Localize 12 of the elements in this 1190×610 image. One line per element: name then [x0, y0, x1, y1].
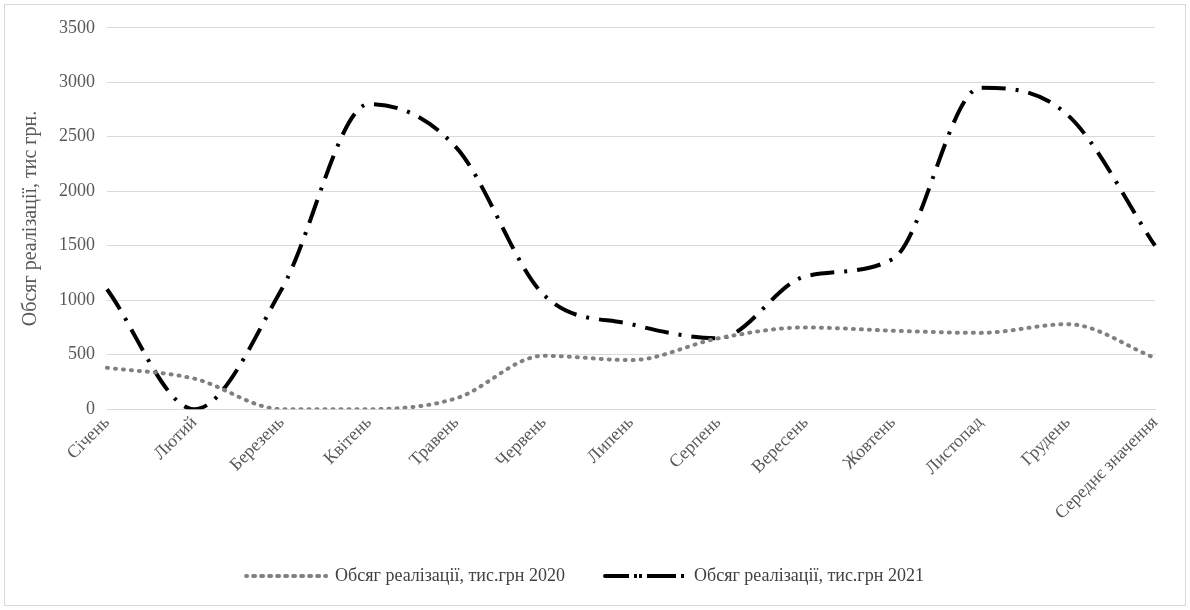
y-tick-label: 3000	[59, 71, 95, 92]
y-tick-label: 1500	[59, 234, 95, 255]
y-tick-label: 2500	[59, 125, 95, 146]
legend-label: Обсяг реалізації, тис.грн 2020	[335, 564, 565, 585]
line-series	[105, 85, 1157, 410]
y-tick-label: 500	[68, 343, 95, 364]
y-axis-title: Обсяг реалізації, тис грн.	[18, 110, 42, 327]
y-tick-label: 2000	[59, 179, 95, 200]
y-tick-label: 0	[86, 397, 95, 418]
y-tick-label: 1000	[59, 288, 95, 309]
legend-label: Обсяг реалізації, тис.грн 2021	[694, 564, 924, 585]
y-tick-label: 3500	[59, 16, 95, 37]
